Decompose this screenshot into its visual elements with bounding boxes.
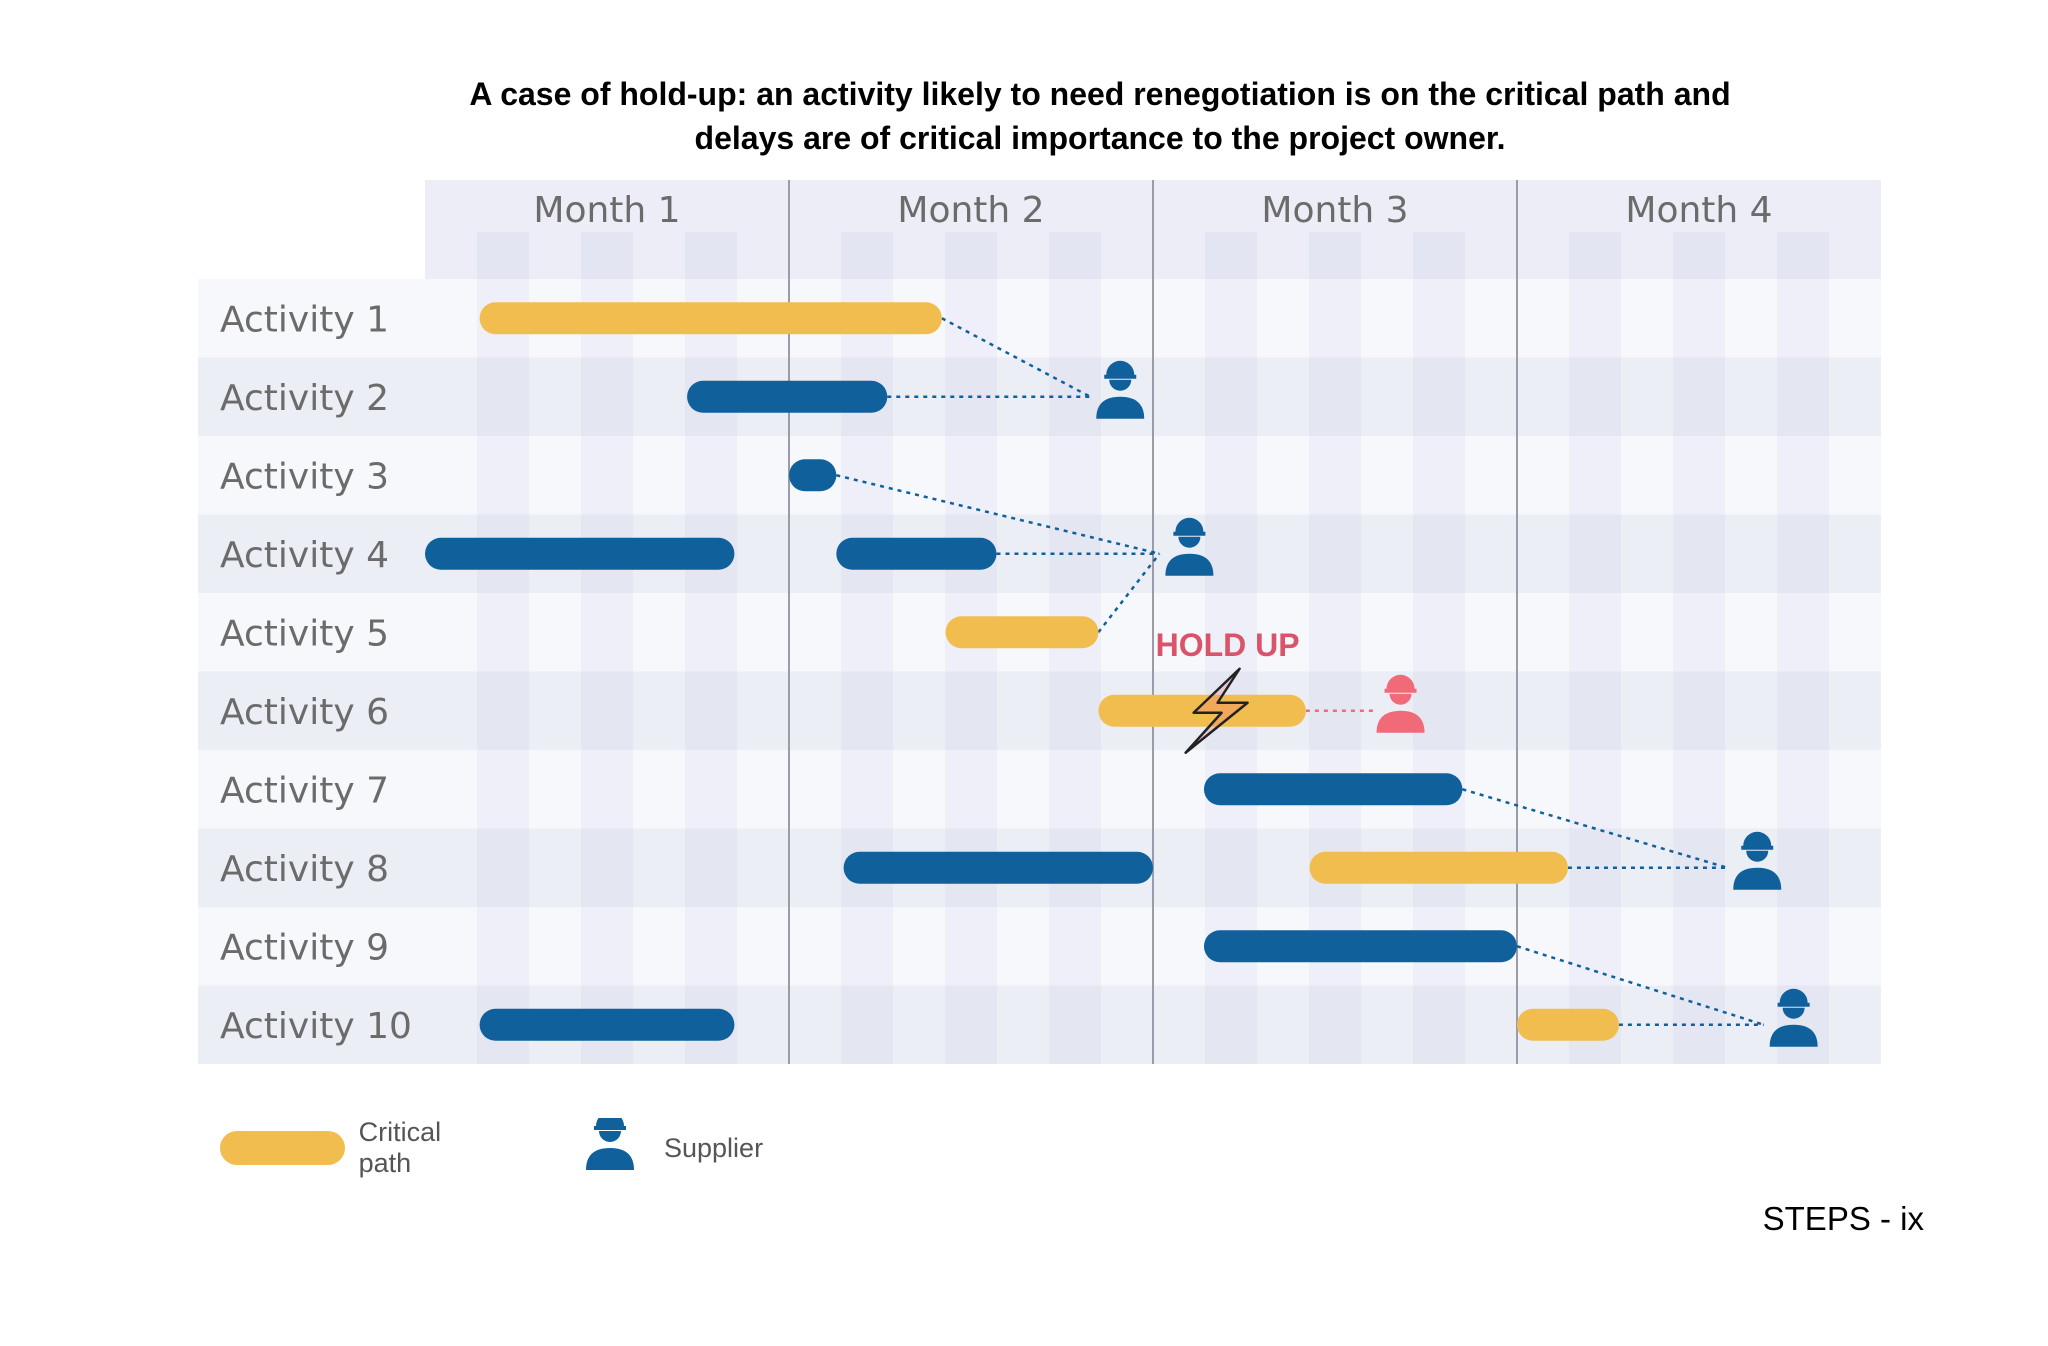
week-stripe — [685, 232, 737, 1064]
activity-bar — [687, 380, 888, 413]
chart-title: A case of hold-up: an activity likely to… — [300, 72, 1900, 160]
activity-bar — [425, 537, 735, 570]
activity-label: Activity 4 — [220, 535, 389, 576]
row-band — [198, 436, 1881, 515]
activity-bar — [789, 459, 837, 492]
holdup-label: HOLD UP — [1156, 627, 1300, 663]
month-label: Month 3 — [1261, 190, 1408, 231]
critical-bar — [479, 302, 942, 335]
month-label: Month 2 — [897, 190, 1044, 231]
row-band — [198, 279, 1881, 358]
chart-grid: Month 1 Month 2 Month 3 Month 4 — [198, 180, 1881, 1064]
row-band — [198, 750, 1881, 829]
month-label: Month 4 — [1625, 190, 1772, 231]
week-stripe — [1413, 232, 1465, 1064]
activity-label: Activity 7 — [220, 770, 389, 811]
activity-bar — [1203, 773, 1463, 806]
week-stripe — [841, 232, 893, 1064]
critical-bar — [1098, 694, 1306, 727]
week-stripe — [1205, 232, 1257, 1064]
dependency-link — [1097, 552, 1161, 634]
lightning-icon — [1184, 667, 1249, 754]
dependency-link — [1462, 788, 1728, 869]
dependency-link — [836, 474, 1160, 555]
week-stripe — [1309, 232, 1361, 1064]
critical-path-swatch — [220, 1131, 345, 1165]
activity-label: Activity 5 — [220, 613, 389, 654]
chart-title-line-2: delays are of critical importance to the… — [694, 120, 1506, 156]
activity-bar — [843, 851, 1153, 884]
supplier-markers: HOLD UP — [1096, 360, 1818, 1047]
legend-critical-label: Critical path — [358, 1117, 442, 1178]
dependency-links — [836, 317, 1765, 1026]
activity-label: Activity 3 — [220, 456, 389, 497]
activity-bars — [425, 302, 1619, 1041]
week-stripe — [581, 232, 633, 1064]
activity-label: Activity 10 — [220, 1006, 412, 1047]
legend-critical-path: Critical path — [220, 1117, 473, 1178]
critical-bar — [1517, 1008, 1619, 1041]
footer-label: STEPS - ix — [1762, 1200, 1924, 1237]
chart-title-line-1: A case of hold-up: an activity likely to… — [469, 76, 1731, 112]
legend-supplier-label: Supplier — [664, 1132, 764, 1163]
activity-label: Activity 9 — [220, 927, 389, 968]
week-stripe — [477, 232, 529, 1064]
critical-bar — [945, 616, 1099, 649]
critical-bar — [1309, 851, 1568, 884]
activity-bar — [836, 537, 997, 570]
month-label: Month 1 — [533, 190, 680, 231]
row-band — [198, 907, 1881, 986]
row-band — [198, 671, 1881, 750]
activity-labels: Activity 1 Activity 2 Activity 3 Activity 4… — [220, 299, 412, 1047]
activity-label: Activity 8 — [220, 849, 389, 890]
activity-label: Activity 6 — [220, 692, 389, 733]
supplier-icon — [586, 1118, 634, 1170]
week-stripe — [1777, 232, 1829, 1064]
week-stripe — [1673, 232, 1725, 1064]
activity-label: Activity 1 — [220, 299, 389, 340]
dependency-link — [941, 317, 1091, 398]
week-stripe — [1569, 232, 1621, 1064]
legend-supplier: Supplier — [580, 1118, 763, 1178]
dependency-link — [1516, 945, 1765, 1026]
activity-bar — [1203, 930, 1517, 963]
activity-label: Activity 2 — [220, 378, 389, 419]
activity-bar — [479, 1008, 735, 1041]
